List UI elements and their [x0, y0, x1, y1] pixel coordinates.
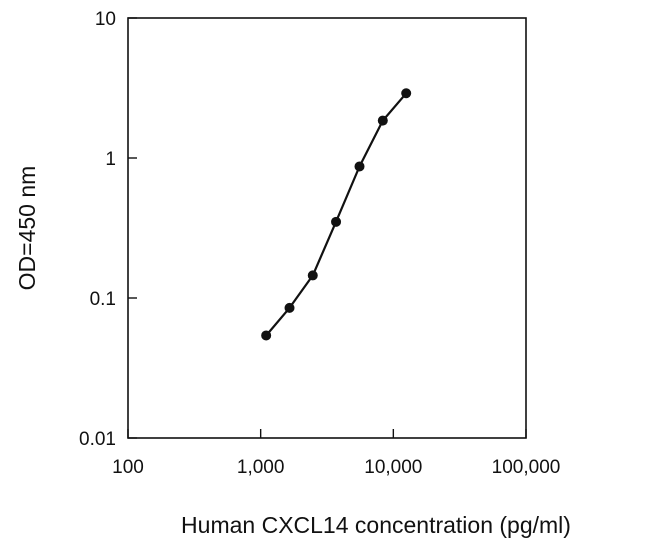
x-tick-label: 10,000 — [364, 457, 422, 478]
plot-frame — [127, 17, 527, 439]
x-tick-label: 100,000 — [492, 457, 561, 478]
data-point — [401, 88, 412, 99]
data-series — [261, 88, 412, 341]
data-point — [307, 270, 318, 281]
data-point — [377, 115, 388, 126]
data-point — [354, 161, 365, 172]
y-axis-title: OD=450 nm — [14, 166, 40, 291]
y-axis-ticks: 0.01 0.1 1 10 — [79, 9, 137, 450]
x-tick-label: 100 — [112, 457, 144, 478]
series-line — [265, 92, 408, 337]
y-tick-label: 1 — [105, 149, 116, 170]
x-tick-label: 1,000 — [237, 457, 285, 478]
y-tick-label: 0.01 — [79, 429, 116, 450]
x-axis-title: Human CXCL14 concentration (pg/ml) — [181, 512, 571, 538]
data-point — [284, 302, 295, 313]
x-axis-ticks: 100 1,000 10,000 100,000 — [112, 429, 560, 478]
data-point — [331, 216, 342, 227]
data-point — [261, 330, 272, 341]
y-tick-label: 0.1 — [90, 289, 116, 310]
y-tick-label: 10 — [95, 9, 116, 30]
